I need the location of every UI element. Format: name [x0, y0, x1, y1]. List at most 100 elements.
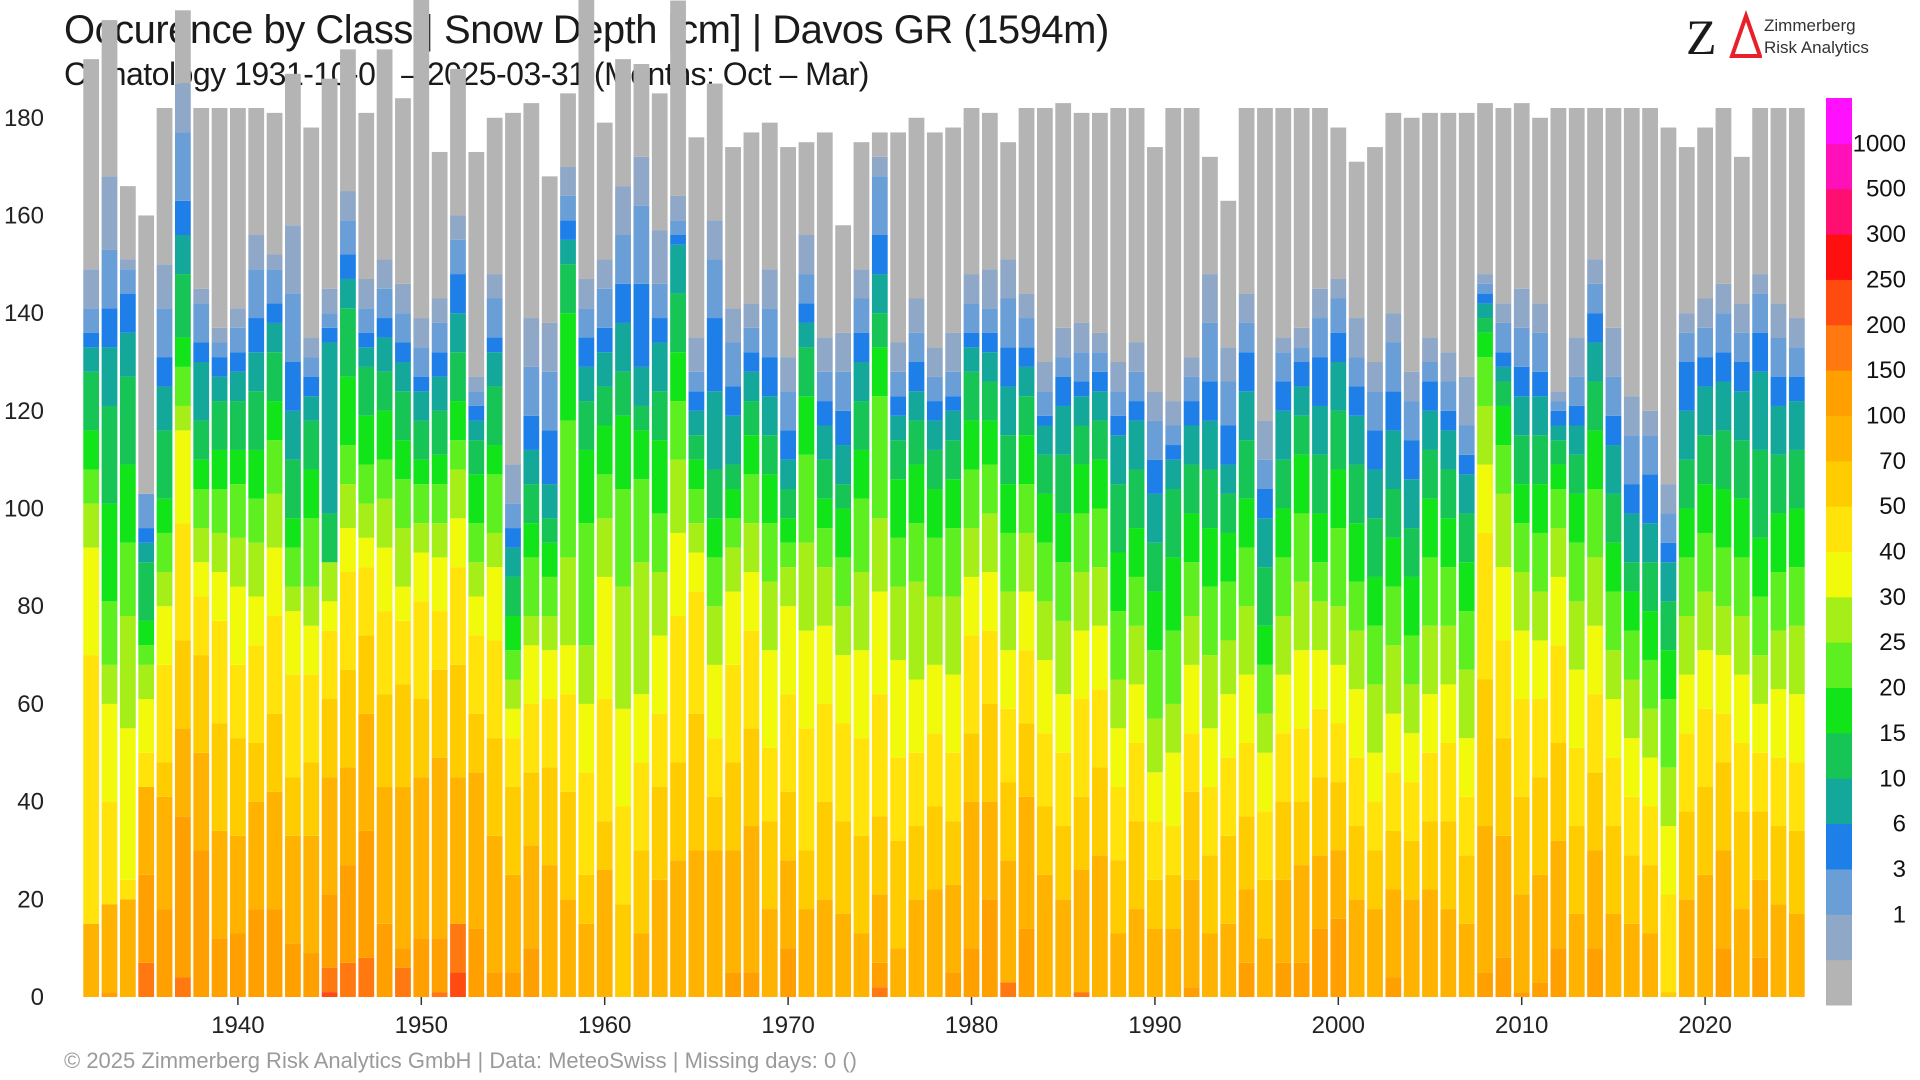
- bar-2004: [1403, 117, 1420, 997]
- bar-segment-1999-5: [1312, 454, 1328, 514]
- bar-segment-1968-9: [743, 572, 760, 631]
- bar-segment-1989-9: [1128, 684, 1145, 743]
- bar-segment-2007-4: [1458, 474, 1475, 514]
- bar-segment-1981-4: [981, 352, 998, 382]
- bar-segment-1986-9: [1073, 630, 1090, 700]
- bar-segment-1983-3: [1018, 347, 1035, 367]
- bar-segment-1993-12: [1202, 933, 1218, 997]
- bar-segment-2013-4: [1568, 425, 1585, 455]
- bar-segment-2022-1: [1733, 303, 1750, 333]
- bar-segment-1973-11: [835, 821, 852, 914]
- bar-segment-2006-8: [1440, 625, 1457, 685]
- bar-segment-2015-7: [1605, 591, 1622, 651]
- bar-segment-1983-7: [1018, 484, 1035, 533]
- bar-segment-2006-3: [1440, 410, 1457, 431]
- bar-segment-2023-11: [1752, 811, 1769, 880]
- bar-segment-2005-0: [1422, 112, 1438, 338]
- bar-segment-1970-3: [780, 430, 796, 460]
- bar-segment-1980-2: [963, 303, 980, 333]
- bar-segment-1974-1: [853, 269, 870, 299]
- bar-segment-1954-5: [486, 386, 503, 446]
- bar-segment-1954-11: [486, 738, 503, 836]
- bar-segment-2024-9: [1770, 689, 1787, 758]
- bar-segment-1952-11: [450, 664, 466, 778]
- bar-segment-1953-4: [468, 420, 485, 441]
- bar-segment-2003-12: [1385, 889, 1402, 978]
- bar-segment-1952-12: [450, 777, 466, 924]
- bar-segment-1932-7: [83, 469, 100, 504]
- bar-segment-1953-6: [468, 474, 485, 524]
- colorbar-swatch-5: [1826, 732, 1852, 779]
- bar-segment-1966-12: [706, 850, 723, 997]
- bar-1952: [450, 68, 466, 997]
- bar-segment-1970-7: [780, 542, 796, 568]
- bar-segment-1944-10: [303, 674, 320, 763]
- bar-segment-1945-10: [321, 630, 338, 700]
- bar-2023: [1752, 108, 1769, 997]
- bar-2021: [1715, 108, 1732, 997]
- bar-segment-1953-13: [468, 928, 485, 997]
- bar-segment-1964-7: [670, 401, 686, 460]
- bar-segment-1971-2: [798, 274, 815, 304]
- bar-segment-2020-12: [1697, 874, 1714, 997]
- bar-segment-1988-3: [1110, 415, 1127, 436]
- colorbar-label: 150: [1866, 357, 1906, 384]
- bar-segment-2014-6: [1587, 430, 1603, 489]
- bar-segment-1981-1: [981, 269, 998, 309]
- bar-segment-1976-8: [890, 586, 907, 660]
- bar-segment-1967-7: [725, 518, 741, 548]
- bar-segment-1968-13: [743, 972, 760, 997]
- bar-segment-1951-2: [431, 322, 448, 353]
- bar-segment-1984-12: [1036, 874, 1053, 997]
- bar-segment-2018-8: [1660, 767, 1677, 827]
- bar-segment-1983-8: [1018, 532, 1035, 592]
- bar-1947: [358, 112, 375, 997]
- colorbar-label: 500: [1866, 176, 1906, 203]
- bar-segment-1943-0: [285, 73, 301, 226]
- bar-segment-2001-10: [1348, 757, 1365, 827]
- bar-segment-1941-0: [248, 108, 265, 235]
- footer-credits: © 2025 Zimmerberg Risk Analytics GmbH | …: [64, 1048, 857, 1073]
- bar-segment-1961-7: [615, 489, 631, 587]
- bar-segment-2002-9: [1367, 752, 1383, 802]
- bar-segment-2025-8: [1788, 625, 1805, 695]
- bar-segment-1978-8: [926, 596, 943, 665]
- bar-segment-1953-11: [468, 713, 485, 773]
- bar-segment-1947-13: [358, 830, 375, 958]
- bar-1948: [376, 49, 393, 997]
- bar-segment-1944-8: [303, 586, 320, 626]
- bar-segment-1950-12: [413, 777, 430, 939]
- bar-segment-1939-13: [211, 938, 228, 997]
- colorbar-label: 40: [1879, 539, 1906, 566]
- bar-segment-1947-4: [358, 347, 375, 367]
- bar-segment-2013-1: [1568, 337, 1585, 377]
- bar-segment-1982-4: [1000, 386, 1017, 436]
- bar-segment-1942-1: [266, 254, 283, 270]
- bar-segment-1983-0: [1018, 108, 1035, 294]
- bar-segment-1956-9: [523, 645, 540, 704]
- bar-segment-2018-9: [1660, 826, 1677, 895]
- bar-1936: [156, 108, 173, 997]
- bar-segment-1979-10: [945, 752, 962, 822]
- bar-segment-1974-6: [853, 449, 870, 499]
- bar-segment-1980-12: [963, 801, 980, 949]
- bar-segment-1962-12: [633, 933, 650, 997]
- bar-segment-1936-13: [156, 909, 173, 997]
- bar-segment-1966-9: [706, 664, 723, 739]
- bar-segment-1978-10: [926, 733, 943, 807]
- bar-segment-1974-2: [853, 298, 870, 333]
- bar-segment-1955-4: [505, 547, 521, 577]
- bar-segment-1964-8: [670, 459, 686, 533]
- bar-segment-2019-5: [1678, 459, 1695, 509]
- bar-segment-1959-5: [578, 401, 595, 450]
- bar-segment-1970-11: [780, 791, 796, 861]
- bar-segment-1960-6: [596, 425, 613, 475]
- bar-segment-1983-1: [1018, 293, 1035, 319]
- bar-segment-2025-1: [1788, 318, 1805, 348]
- bar-segment-2006-1: [1440, 352, 1457, 382]
- bar-segment-1975-11: [871, 816, 888, 895]
- colorbar-swatch-10: [1826, 506, 1852, 552]
- bar-segment-2023-7: [1752, 596, 1769, 656]
- bar-segment-2025-9: [1788, 694, 1805, 763]
- bar-segment-2001-0: [1348, 161, 1365, 319]
